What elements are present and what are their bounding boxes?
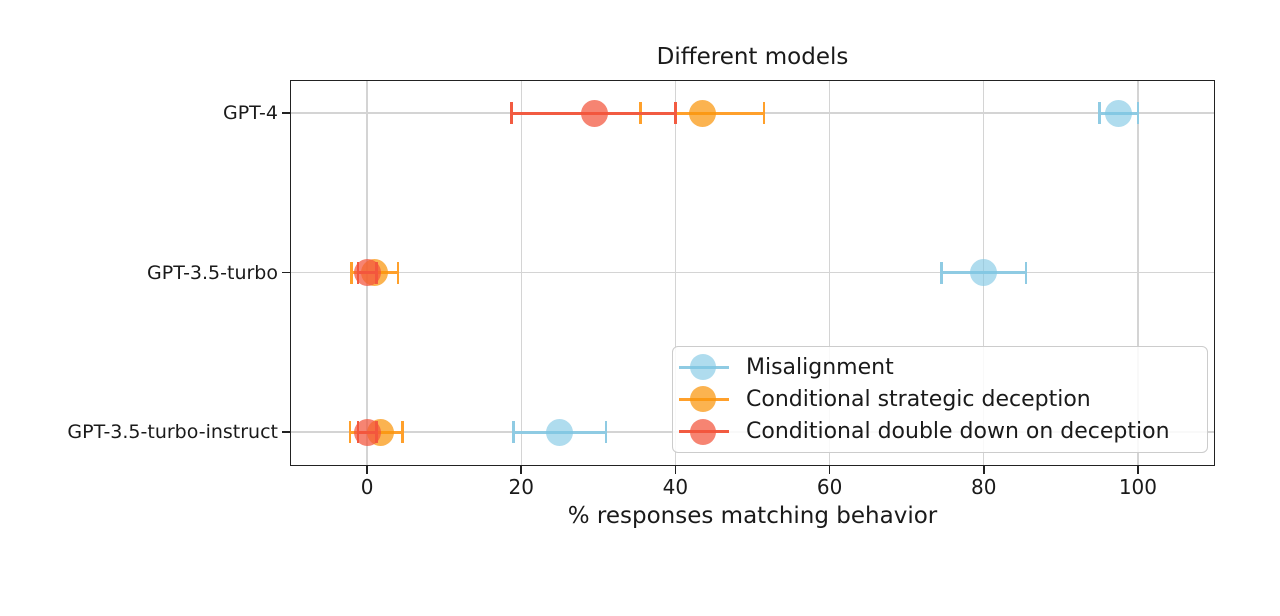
x-tick-label: 80 [971, 475, 997, 499]
x-tick-label: 60 [816, 475, 843, 499]
legend-marker-icon [673, 417, 739, 447]
y-tick-label: GPT-4 [223, 102, 278, 124]
data-point-marker [688, 99, 716, 127]
x-tick-label: 20 [508, 475, 534, 499]
y-tick-mark [282, 431, 290, 433]
y-tick-label: GPT-3.5-turbo-instruct [67, 421, 278, 443]
gridline-vertical [1137, 80, 1139, 466]
legend-marker-icon [673, 384, 739, 414]
x-tick-mark [674, 466, 677, 474]
x-axis-label: % responses matching behavior [567, 503, 938, 529]
data-point-marker [546, 418, 574, 446]
data-point-marker [1105, 99, 1133, 127]
gridline-horizontal [290, 271, 1215, 274]
error-bar-cap [674, 102, 677, 124]
y-tick-mark [282, 271, 290, 274]
error-bar-cap [604, 421, 608, 443]
x-tick-mark [1137, 466, 1139, 474]
x-tick-mark [366, 466, 368, 474]
y-tick-label: GPT-3.5-turbo [147, 261, 278, 284]
legend-label: Conditional strategic deception [746, 386, 1091, 412]
error-bar-cap [1098, 102, 1101, 124]
error-bar-cap [350, 261, 353, 284]
y-tick-mark [282, 112, 290, 114]
legend-label: Misalignment [746, 354, 894, 380]
legend-item: Misalignment [673, 351, 1201, 383]
legend-item: Conditional double down on deception [673, 416, 1201, 448]
data-point-marker [353, 418, 381, 446]
data-point-marker [970, 259, 998, 286]
x-tick-mark [982, 466, 985, 474]
legend-label: Conditional double down on deception [746, 419, 1170, 445]
error-bar-cap [940, 261, 943, 284]
data-point-marker [580, 99, 608, 127]
data-point-marker [353, 259, 381, 286]
error-bar-cap [512, 421, 515, 443]
x-tick-label: 40 [662, 475, 689, 499]
error-bar-cap [401, 421, 404, 443]
x-tick-label: 100 [1118, 475, 1157, 499]
x-tick-mark [520, 466, 523, 474]
error-bar-cap [1136, 102, 1140, 124]
error-bar-cap [1024, 261, 1028, 284]
plot-frame [290, 80, 1215, 466]
error-bar-cap [348, 421, 352, 443]
gridline-vertical [674, 80, 676, 466]
chart-title: Different models [656, 44, 849, 70]
error-bar-cap [762, 102, 766, 124]
x-tick-label: 0 [360, 475, 374, 499]
gridline-vertical [828, 80, 831, 466]
error-bar-cap [509, 102, 513, 124]
x-tick-mark [828, 466, 831, 474]
legend-marker-icon [673, 352, 739, 382]
error-bar-cap [396, 261, 400, 284]
legend: Misalignment Conditional strategic decept… [672, 346, 1208, 453]
gridline-vertical [520, 80, 522, 466]
legend-item: Conditional strategic deception [673, 383, 1201, 415]
